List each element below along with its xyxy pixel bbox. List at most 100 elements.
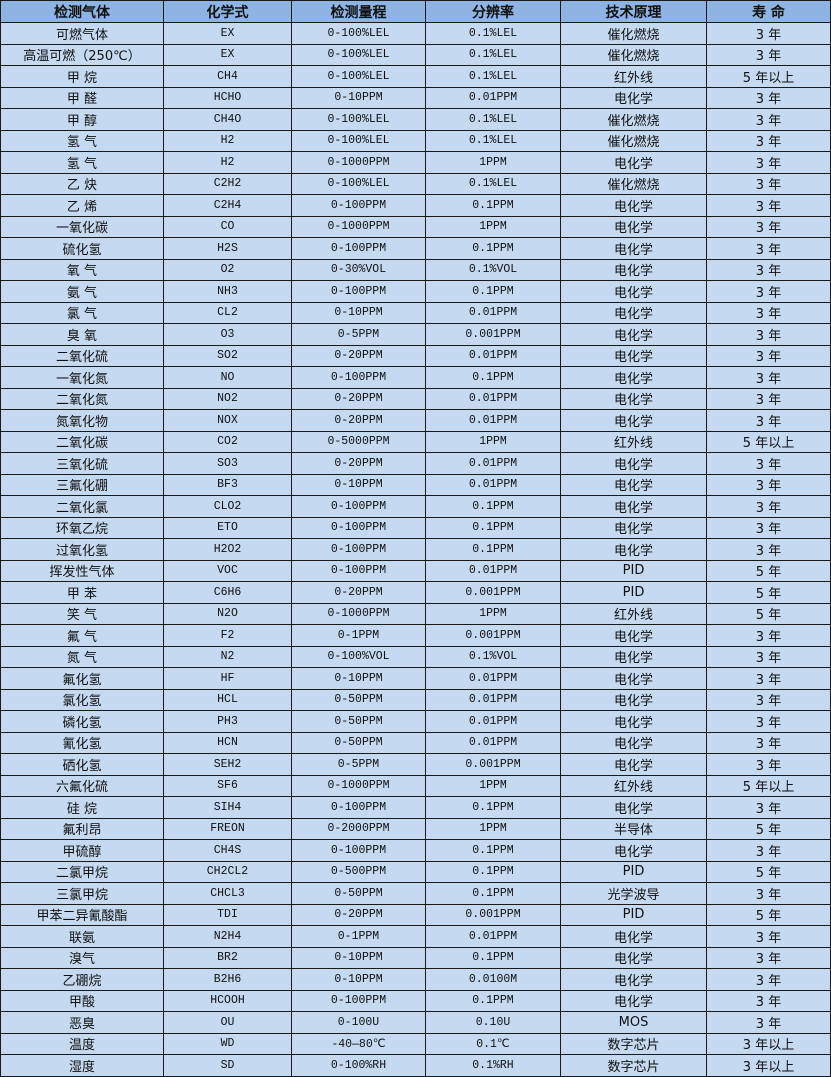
principle-cell: 电化学	[560, 366, 707, 389]
lifetime-cell: 3 年	[706, 667, 831, 690]
principle-cell: 电化学	[560, 796, 707, 819]
formula-cell: CL2	[163, 301, 292, 324]
principle-cell: 电化学	[560, 344, 707, 367]
lifetime-cell: 3 年	[706, 925, 831, 948]
formula-cell: BR2	[163, 946, 292, 969]
formula-cell: EX	[163, 22, 292, 45]
range-cell: 0-20PPM	[291, 452, 426, 475]
range-cell: 0-50PPM	[291, 688, 426, 711]
lifetime-cell: 3 年	[706, 129, 831, 152]
formula-cell: HCL	[163, 688, 292, 711]
table-row: 过氧化氢 H2O2 0-100PPM 0.1PPM 电化学 3 年	[0, 538, 831, 561]
table-row: 硅 烷 SIH4 0-100PPM 0.1PPM 电化学 3 年	[0, 796, 831, 819]
range-cell: 0-100%VOL	[291, 645, 426, 668]
table-row: 氮 气 N2 0-100%VOL 0.1%VOL 电化学 3 年	[0, 645, 831, 668]
table-row: 甲 醇 CH4O 0-100%LEL 0.1%LEL 催化燃烧 3 年	[0, 108, 831, 131]
range-cell: 0-20PPM	[291, 581, 426, 604]
resolution-cell: 1PPM	[425, 817, 561, 840]
formula-cell: BF3	[163, 473, 292, 496]
range-cell: 0-100%LEL	[291, 65, 426, 88]
resolution-cell: 0.01PPM	[425, 452, 561, 475]
formula-cell: O2	[163, 258, 292, 281]
resolution-cell: 1PPM	[425, 602, 561, 625]
resolution-cell: 1PPM	[425, 151, 561, 174]
table-row: 温度 WD -40—80℃ 0.1℃ 数字芯片 3 年以上	[0, 1032, 831, 1055]
header-gas: 检测气体	[0, 0, 164, 23]
resolution-cell: 0.01PPM	[425, 409, 561, 432]
formula-cell: PH3	[163, 710, 292, 733]
gas-name-cell: 甲 烷	[0, 65, 164, 88]
lifetime-cell: 5 年	[706, 581, 831, 604]
resolution-cell: 0.01PPM	[425, 731, 561, 754]
table-row: 甲酸 HCOOH 0-100PPM 0.1PPM 电化学 3 年	[0, 989, 831, 1012]
resolution-cell: 0.0100M	[425, 968, 561, 991]
formula-cell: ETO	[163, 516, 292, 539]
formula-cell: C6H6	[163, 581, 292, 604]
resolution-cell: 0.001PPM	[425, 753, 561, 776]
table-row: 臭 氧 O3 0-5PPM 0.001PPM 电化学 3 年	[0, 323, 831, 346]
formula-cell: F2	[163, 624, 292, 647]
formula-cell: CHCL3	[163, 882, 292, 905]
resolution-cell: 0.1℃	[425, 1032, 561, 1055]
gas-name-cell: 甲硫醇	[0, 839, 164, 862]
range-cell: 0-30%VOL	[291, 258, 426, 281]
lifetime-cell: 3 年	[706, 946, 831, 969]
formula-cell: VOC	[163, 559, 292, 582]
gas-name-cell: 乙硼烷	[0, 968, 164, 991]
lifetime-cell: 3 年	[706, 151, 831, 174]
range-cell: 0-1000PPM	[291, 215, 426, 238]
gas-name-cell: 氯 气	[0, 301, 164, 324]
formula-cell: SD	[163, 1054, 292, 1077]
gas-name-cell: 氢 气	[0, 129, 164, 152]
gas-name-cell: 氨 气	[0, 280, 164, 303]
table-row: 笑 气 N2O 0-1000PPM 1PPM 红外线 5 年	[0, 602, 831, 625]
range-cell: 0-10PPM	[291, 667, 426, 690]
header-formula: 化学式	[163, 0, 292, 23]
table-row: 甲 醛 HCHO 0-10PPM 0.01PPM 电化学 3 年	[0, 86, 831, 109]
table-row: 氯 气 CL2 0-10PPM 0.01PPM 电化学 3 年	[0, 301, 831, 324]
formula-cell: SF6	[163, 774, 292, 797]
gas-name-cell: 高温可燃（250℃）	[0, 43, 164, 66]
gas-name-cell: 二氧化硫	[0, 344, 164, 367]
table-row: 乙硼烷 B2H6 0-10PPM 0.0100M 电化学 3 年	[0, 968, 831, 991]
lifetime-cell: 5 年	[706, 903, 831, 926]
principle-cell: 电化学	[560, 280, 707, 303]
principle-cell: 催化燃烧	[560, 43, 707, 66]
table-row: 湿度 SD 0-100%RH 0.1%RH 数字芯片 3 年以上	[0, 1054, 831, 1077]
gas-name-cell: 甲 醛	[0, 86, 164, 109]
gas-name-cell: 氧 气	[0, 258, 164, 281]
formula-cell: NOX	[163, 409, 292, 432]
gas-name-cell: 温度	[0, 1032, 164, 1055]
range-cell: 0-100%LEL	[291, 43, 426, 66]
range-cell: 0-100PPM	[291, 495, 426, 518]
range-cell: 0-100PPM	[291, 839, 426, 862]
gas-name-cell: 六氟化硫	[0, 774, 164, 797]
resolution-cell: 0.001PPM	[425, 323, 561, 346]
resolution-cell: 0.1%LEL	[425, 43, 561, 66]
lifetime-cell: 3 年	[706, 344, 831, 367]
gas-name-cell: 可燃气体	[0, 22, 164, 45]
range-cell: 0-100%LEL	[291, 108, 426, 131]
resolution-cell: 0.1PPM	[425, 366, 561, 389]
table-row: 氢 气 H2 0-100%LEL 0.1%LEL 催化燃烧 3 年	[0, 129, 831, 152]
formula-cell: H2S	[163, 237, 292, 260]
resolution-cell: 0.01PPM	[425, 301, 561, 324]
formula-cell: NO2	[163, 387, 292, 410]
gas-name-cell: 三氧化硫	[0, 452, 164, 475]
lifetime-cell: 3 年	[706, 194, 831, 217]
lifetime-cell: 3 年	[706, 409, 831, 432]
resolution-cell: 0.01PPM	[425, 387, 561, 410]
table-row: 二氧化硫 SO2 0-20PPM 0.01PPM 电化学 3 年	[0, 344, 831, 367]
resolution-cell: 0.1PPM	[425, 516, 561, 539]
lifetime-cell: 5 年	[706, 559, 831, 582]
table-row: 二氧化氯 CLO2 0-100PPM 0.1PPM 电化学 3 年	[0, 495, 831, 518]
range-cell: 0-100%LEL	[291, 172, 426, 195]
resolution-cell: 0.01PPM	[425, 86, 561, 109]
principle-cell: 红外线	[560, 774, 707, 797]
resolution-cell: 0.1%LEL	[425, 172, 561, 195]
principle-cell: 电化学	[560, 86, 707, 109]
table-row: 磷化氢 PH3 0-50PPM 0.01PPM 电化学 3 年	[0, 710, 831, 733]
principle-cell: 电化学	[560, 237, 707, 260]
principle-cell: 电化学	[560, 968, 707, 991]
principle-cell: 电化学	[560, 194, 707, 217]
